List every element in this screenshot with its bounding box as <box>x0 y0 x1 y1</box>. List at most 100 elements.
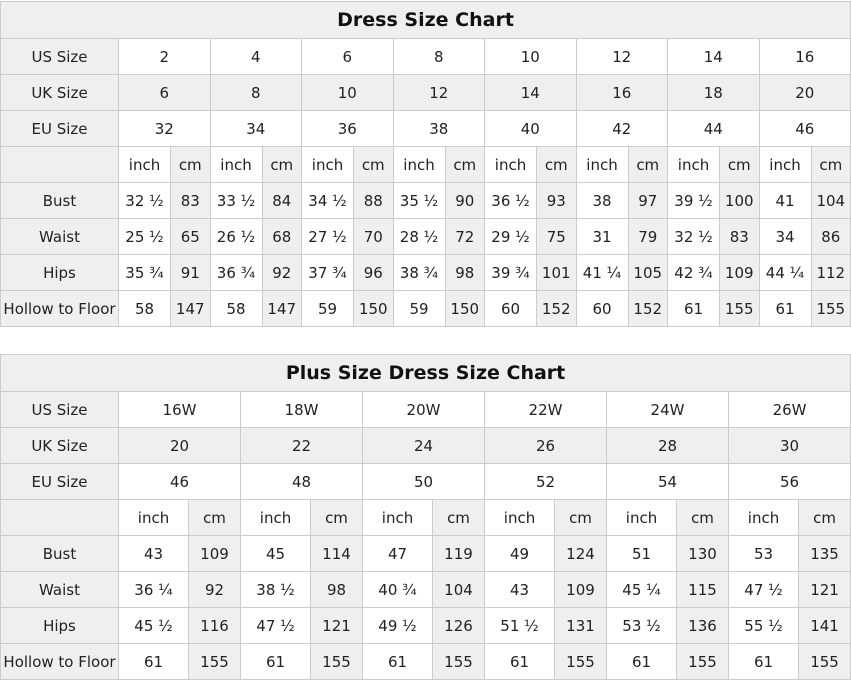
unit-cm: cm <box>536 146 577 183</box>
cm-value: 116 <box>188 607 241 644</box>
inch-value: 61 <box>606 643 677 680</box>
unit-inch: inch <box>118 146 171 183</box>
inch-value: 60 <box>575 290 629 327</box>
cm-value: 91 <box>170 254 211 291</box>
us-size-cell: 4 <box>209 38 302 75</box>
cm-value: 86 <box>810 218 851 255</box>
eu-size-cell: 46 <box>758 110 851 147</box>
unit-cm: cm <box>810 146 851 183</box>
unit-cm: cm <box>444 146 485 183</box>
cm-value: 79 <box>627 218 668 255</box>
uk-size-cell: 28 <box>606 427 729 464</box>
cm-value: 155 <box>676 643 729 680</box>
unit-inch: inch <box>484 499 555 536</box>
inch-value: 61 <box>758 290 812 327</box>
uk-size-cell: 16 <box>575 74 668 111</box>
us-size-cell: 22W <box>484 391 607 428</box>
measure-row: Hips 45 ½ 116 47 ½ 121 49 ½ 126 51 ½ 131 53 ½ 136 5… <box>0 607 851 644</box>
inch-value: 61 <box>667 290 720 327</box>
cm-value: 147 <box>170 290 211 327</box>
inch-value: 39 ¾ <box>484 254 537 291</box>
inch-value: 27 ½ <box>301 218 354 255</box>
inch-value: 47 ½ <box>728 571 799 608</box>
cm-value: 155 <box>310 643 363 680</box>
measure-label: Hips <box>0 607 119 644</box>
inch-value: 51 <box>606 535 677 572</box>
us-size-row: US Size 16W 18W 20W 22W 24W 26W <box>0 391 851 428</box>
inch-value: 28 ½ <box>392 218 446 255</box>
uk-size-cell: 10 <box>301 74 394 111</box>
inch-value: 36 ¾ <box>209 254 263 291</box>
cm-value: 83 <box>170 182 211 219</box>
measure-label: Bust <box>0 182 119 219</box>
eu-size-cell: 56 <box>727 463 851 500</box>
uk-size-cell: 12 <box>392 74 485 111</box>
cm-value: 155 <box>719 290 760 327</box>
eu-size-cell: 46 <box>118 463 241 500</box>
unit-inch: inch <box>209 146 263 183</box>
cm-value: 65 <box>170 218 211 255</box>
uk-size-cell: 14 <box>484 74 577 111</box>
inch-value: 41 ¼ <box>575 254 629 291</box>
unit-cm: cm <box>261 146 302 183</box>
us-size-cell: 8 <box>392 38 485 75</box>
cm-value: 141 <box>797 607 851 644</box>
us-size-cell: 18W <box>240 391 363 428</box>
eu-size-cell: 52 <box>484 463 607 500</box>
cm-value: 98 <box>310 571 363 608</box>
eu-size-cell: 54 <box>606 463 729 500</box>
unit-cm: cm <box>797 499 851 536</box>
dress-size-chart-table: Dress Size Chart US Size 2 4 6 8 10 12 14 16 UK Si… <box>0 1 851 327</box>
cm-value: 114 <box>310 535 363 572</box>
cm-value: 109 <box>188 535 241 572</box>
eu-size-cell: 48 <box>240 463 363 500</box>
uk-size-cell: 26 <box>484 427 607 464</box>
unit-inch: inch <box>575 146 629 183</box>
measure-label: Hollow to Floor <box>0 290 119 327</box>
us-size-cell: 16W <box>118 391 241 428</box>
inch-value: 36 ½ <box>484 182 537 219</box>
cm-value: 92 <box>261 254 302 291</box>
inch-value: 37 ¾ <box>301 254 354 291</box>
cm-value: 101 <box>536 254 577 291</box>
plus-size-chart-table: Plus Size Dress Size Chart US Size 16W 18W 2… <box>0 354 851 680</box>
cm-value: 70 <box>353 218 394 255</box>
cm-value: 152 <box>536 290 577 327</box>
unit-label-empty <box>0 499 119 536</box>
unit-cm: cm <box>170 146 211 183</box>
unit-label-empty <box>0 146 119 183</box>
unit-cm: cm <box>432 499 485 536</box>
eu-size-cell: 42 <box>575 110 668 147</box>
cm-value: 104 <box>432 571 485 608</box>
cm-value: 90 <box>444 182 485 219</box>
inch-value: 47 ½ <box>240 607 311 644</box>
us-size-cell: 6 <box>301 38 394 75</box>
chart-title: Plus Size Dress Size Chart <box>0 354 851 392</box>
cm-value: 109 <box>554 571 607 608</box>
inch-value: 61 <box>484 643 555 680</box>
inch-value: 61 <box>118 643 189 680</box>
uk-size-cell: 24 <box>362 427 485 464</box>
inch-value: 32 ½ <box>667 218 720 255</box>
inch-value: 43 <box>484 571 555 608</box>
us-size-label: US Size <box>0 391 119 428</box>
inch-value: 39 ½ <box>667 182 720 219</box>
cm-value: 119 <box>432 535 485 572</box>
cm-value: 100 <box>719 182 760 219</box>
inch-value: 60 <box>484 290 537 327</box>
unit-cm: cm <box>719 146 760 183</box>
cm-value: 112 <box>810 254 851 291</box>
inch-value: 58 <box>118 290 171 327</box>
unit-inch: inch <box>758 146 812 183</box>
cm-value: 97 <box>627 182 668 219</box>
unit-row: inch cm inch cm inch cm inch cm inch cm inch cm inch… <box>0 146 851 183</box>
us-size-cell: 16 <box>758 38 851 75</box>
inch-value: 38 ¾ <box>392 254 446 291</box>
unit-cm: cm <box>188 499 241 536</box>
chart-title: Dress Size Chart <box>0 1 851 39</box>
inch-value: 35 ¾ <box>118 254 171 291</box>
uk-size-row: UK Size 20 22 24 26 28 30 <box>0 427 851 464</box>
cm-value: 93 <box>536 182 577 219</box>
uk-size-label: UK Size <box>0 74 119 111</box>
inch-value: 53 ½ <box>606 607 677 644</box>
